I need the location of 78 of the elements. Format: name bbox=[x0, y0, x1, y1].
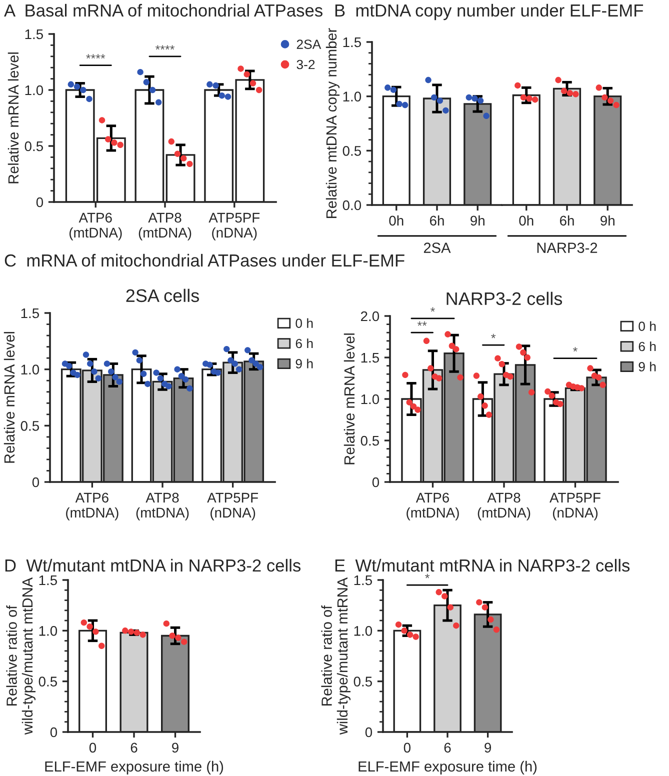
y-tick-label: 0.0 bbox=[342, 200, 362, 210]
legend-label: 0 h bbox=[638, 321, 656, 331]
x-tick-label: 0h bbox=[389, 215, 404, 226]
y-tick-label: 1.5 bbox=[39, 575, 58, 586]
y-tick-label: 0.5 bbox=[38, 676, 58, 687]
y-tick-label: 1.5 bbox=[361, 352, 380, 363]
x-tick-label: ATP6 (mtDNA) bbox=[406, 492, 459, 520]
annotation: * bbox=[491, 334, 496, 338]
y-axis-title: Relative ratio of wild-type/mutant mtDNA bbox=[6, 577, 36, 735]
x-tick-label: 9 bbox=[172, 742, 178, 753]
annotation: **** bbox=[155, 45, 175, 50]
x-tick-label: 9h bbox=[600, 215, 614, 226]
x-tick-label: 9 bbox=[484, 742, 492, 753]
y-axis-title: Relative ratio of wild-type/mutant mtRNA bbox=[321, 577, 350, 735]
x-tick-label: ATP6 (mtDNA) bbox=[66, 492, 118, 520]
y-tick-label: 1.5 bbox=[343, 37, 362, 48]
y-tick-label: 0.5 bbox=[360, 436, 380, 446]
y-tick-label: 2.0 bbox=[360, 311, 380, 322]
x-tick-label: 0 bbox=[404, 742, 411, 753]
y-tick-label: 0.5 bbox=[354, 676, 372, 687]
y-tick-label: 1.0 bbox=[354, 626, 372, 636]
y-tick-label: 1.0 bbox=[25, 85, 44, 96]
x-tick-label: 6h bbox=[560, 215, 574, 226]
x-tick-label: 6 bbox=[444, 742, 451, 753]
x-tick-label: ATP8 (mtDNA) bbox=[136, 492, 189, 520]
chart-title: E Wt/mutant mtRNA in NARP3-2 cells bbox=[335, 558, 630, 572]
x-tick-label: ATP5PF (nDNA) bbox=[208, 212, 260, 240]
chart-subtitle: 2SA cells bbox=[126, 288, 199, 302]
y-tick-label: 0.5 bbox=[342, 146, 362, 156]
legend-label: 9 h bbox=[638, 362, 656, 372]
y-axis-title: Relative mRNA level bbox=[344, 334, 355, 464]
chart-title: A Basal mRNA of mitochondrial ATPases bbox=[4, 4, 322, 17]
x-tick-label: ATP8 (mtDNA) bbox=[478, 492, 530, 520]
legend-label: 9 h bbox=[296, 358, 313, 368]
x-tick-label: ATP6 (mtDNA) bbox=[69, 212, 122, 240]
y-tick-label: 1.5 bbox=[25, 29, 44, 40]
y-axis-title: Relative mRNA level bbox=[4, 332, 15, 463]
y-tick-label: 1.0 bbox=[21, 364, 40, 375]
x-axis-title: 2SA bbox=[424, 242, 451, 253]
y-tick-label: 0.5 bbox=[24, 141, 44, 152]
x-axis-title: NARP3-2 bbox=[537, 242, 598, 253]
x-tick-label: 0 bbox=[89, 742, 96, 753]
chart-title: C mRNA of mitochondrial ATPases under ELF-EMF bbox=[4, 254, 404, 267]
annotation: ** bbox=[417, 321, 427, 326]
x-tick-label: ATP5PF (nDNA) bbox=[207, 492, 258, 520]
text: * bbox=[430, 307, 435, 312]
x-tick-label: 6h bbox=[430, 215, 444, 226]
legend-label: 0 h bbox=[296, 318, 313, 328]
text: * bbox=[425, 574, 430, 578]
y-tick-label: 1.5 bbox=[354, 575, 372, 586]
legend-label: 6 h bbox=[638, 341, 656, 352]
y-tick-label: 1.5 bbox=[21, 308, 40, 318]
x-tick-label: ATP5PF (nDNA) bbox=[550, 492, 600, 520]
y-axis-title: Relative mtDNA copy number bbox=[326, 28, 340, 218]
y-tick-label: 1.0 bbox=[39, 626, 58, 636]
y-tick-label: 1.0 bbox=[343, 92, 362, 102]
y-tick-label: 0.5 bbox=[20, 421, 40, 431]
annotation: * bbox=[573, 347, 578, 352]
chart-subtitle: NARP3-2 cells bbox=[446, 292, 562, 306]
x-axis-title: ELF-EMF exposure time (h) bbox=[358, 760, 537, 775]
x-tick-label: 0h bbox=[519, 215, 534, 226]
y-axis-title: Relative mRNA level bbox=[8, 52, 19, 184]
y-tick-label: 0 bbox=[32, 477, 40, 488]
y-tick-label: 0 bbox=[365, 727, 372, 738]
legend-label: 6 h bbox=[296, 338, 313, 348]
annotation: **** bbox=[86, 54, 106, 59]
chart-title: B mtDNA copy number under ELF-EMF bbox=[335, 4, 644, 20]
x-axis-title: ELF-EMF exposure time (h) bbox=[45, 760, 224, 775]
y-tick-label: 1.0 bbox=[361, 394, 380, 404]
y-tick-label: 0 bbox=[50, 727, 58, 738]
y-tick-label: 0 bbox=[372, 477, 380, 488]
chart-title: D Wt/mutant mtDNA in NARP3-2 cells bbox=[5, 558, 301, 572]
y-tick-label: 0 bbox=[36, 197, 44, 208]
legend-label: 3-2 bbox=[296, 60, 315, 70]
x-tick-label: 9h bbox=[470, 215, 484, 226]
x-tick-label: 6 bbox=[130, 742, 138, 753]
x-tick-label: ATP8 (mtDNA) bbox=[138, 212, 192, 240]
legend-label: 2SA bbox=[296, 40, 322, 49]
